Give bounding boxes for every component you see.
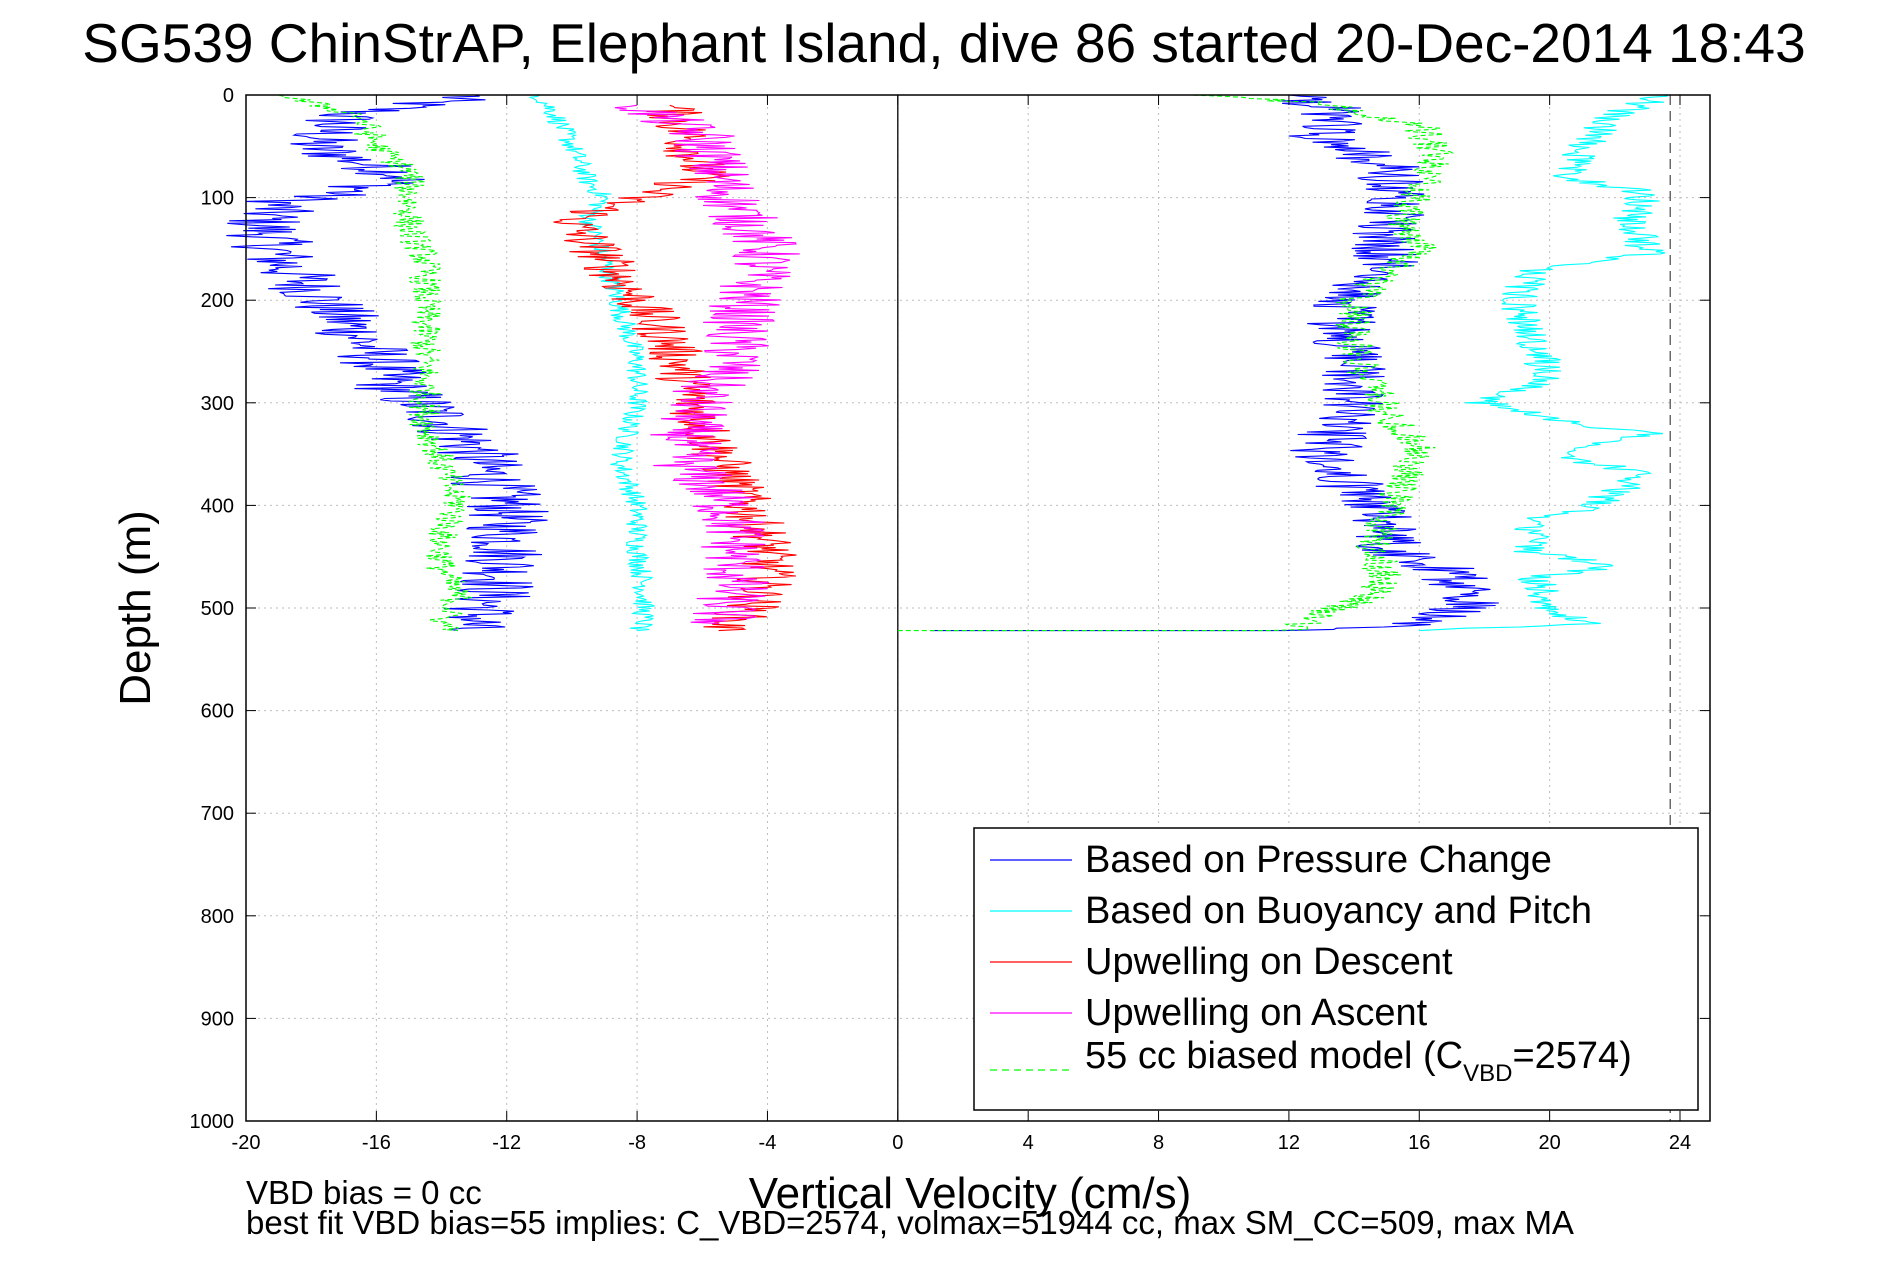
legend-label-model-sub: VBD — [1463, 1060, 1512, 1087]
legend-label-model: 55 cc biased model (CVBD=2574) — [1085, 1035, 1632, 1087]
y-tick-label: 900 — [201, 1008, 234, 1030]
x-tick-label: 12 — [1278, 1132, 1300, 1154]
legend-label-pressure: Based on Pressure Change — [1085, 839, 1552, 881]
x-tick-label: -4 — [759, 1132, 777, 1154]
chart-title: SG539 ChinStrAP, Elephant Island, dive 8… — [82, 12, 1805, 74]
x-tick-label: 4 — [1023, 1132, 1034, 1154]
legend-label-buoyancy: Based on Buoyancy and Pitch — [1085, 890, 1592, 932]
legend-label-model-suffix: =2574) — [1512, 1035, 1631, 1077]
y-tick-label: 500 — [201, 598, 234, 620]
x-tick-label: -8 — [628, 1132, 646, 1154]
y-axis-ticks: 0 100 200 300 400 500 600 700 800 900 1000 — [190, 85, 1710, 1133]
series-group — [226, 94, 1668, 632]
x-tick-label: 16 — [1408, 1132, 1430, 1154]
x-axis-ticks: -20 -16 -12 -8 -4 0 4 8 12 16 20 24 — [232, 95, 1691, 1154]
y-tick-label: 600 — [201, 701, 234, 723]
x-tick-label: -12 — [492, 1132, 521, 1154]
y-tick-label: 100 — [201, 188, 234, 210]
x-tick-label: 8 — [1153, 1132, 1164, 1154]
x-tick-label: -20 — [232, 1132, 261, 1154]
x-tick-label: -16 — [362, 1132, 391, 1154]
x-tick-label: 20 — [1539, 1132, 1561, 1154]
series-line-3 — [1419, 94, 1668, 632]
y-axis-label: Depth (m) — [111, 510, 160, 706]
legend-box — [973, 827, 1699, 1111]
y-tick-label: 200 — [201, 290, 234, 312]
y-tick-label: 0 — [223, 85, 234, 107]
x-tick-label: 0 — [892, 1132, 903, 1154]
series-line-5 — [614, 104, 800, 624]
legend-label-descent: Upwelling on Descent — [1085, 941, 1453, 983]
legend: Based on Pressure Change Based on Buoyan… — [973, 827, 1699, 1111]
legend-label-model-prefix: 55 cc biased model (C — [1085, 1035, 1463, 1077]
legend-label-ascent: Upwelling on Ascent — [1085, 992, 1428, 1034]
y-tick-label: 700 — [201, 803, 234, 825]
x-axis-label: Vertical Velocity (cm/s) — [749, 1169, 1192, 1218]
x-tick-label: 24 — [1669, 1132, 1691, 1154]
y-tick-label: 300 — [201, 393, 234, 415]
series-line-7 — [897, 94, 1455, 632]
series-line-6 — [278, 94, 472, 632]
footer-line-2: best fit VBD bias=55 implies: C_VBD=2574… — [246, 1204, 1574, 1241]
series-line-2 — [528, 94, 655, 632]
series-line-4 — [553, 104, 797, 632]
y-tick-label: 800 — [201, 906, 234, 928]
y-tick-label: 400 — [201, 495, 234, 517]
y-tick-label: 1000 — [190, 1111, 235, 1133]
series-line-1 — [930, 94, 1499, 632]
footer-line-1: VBD bias = 0 cc — [246, 1174, 482, 1211]
